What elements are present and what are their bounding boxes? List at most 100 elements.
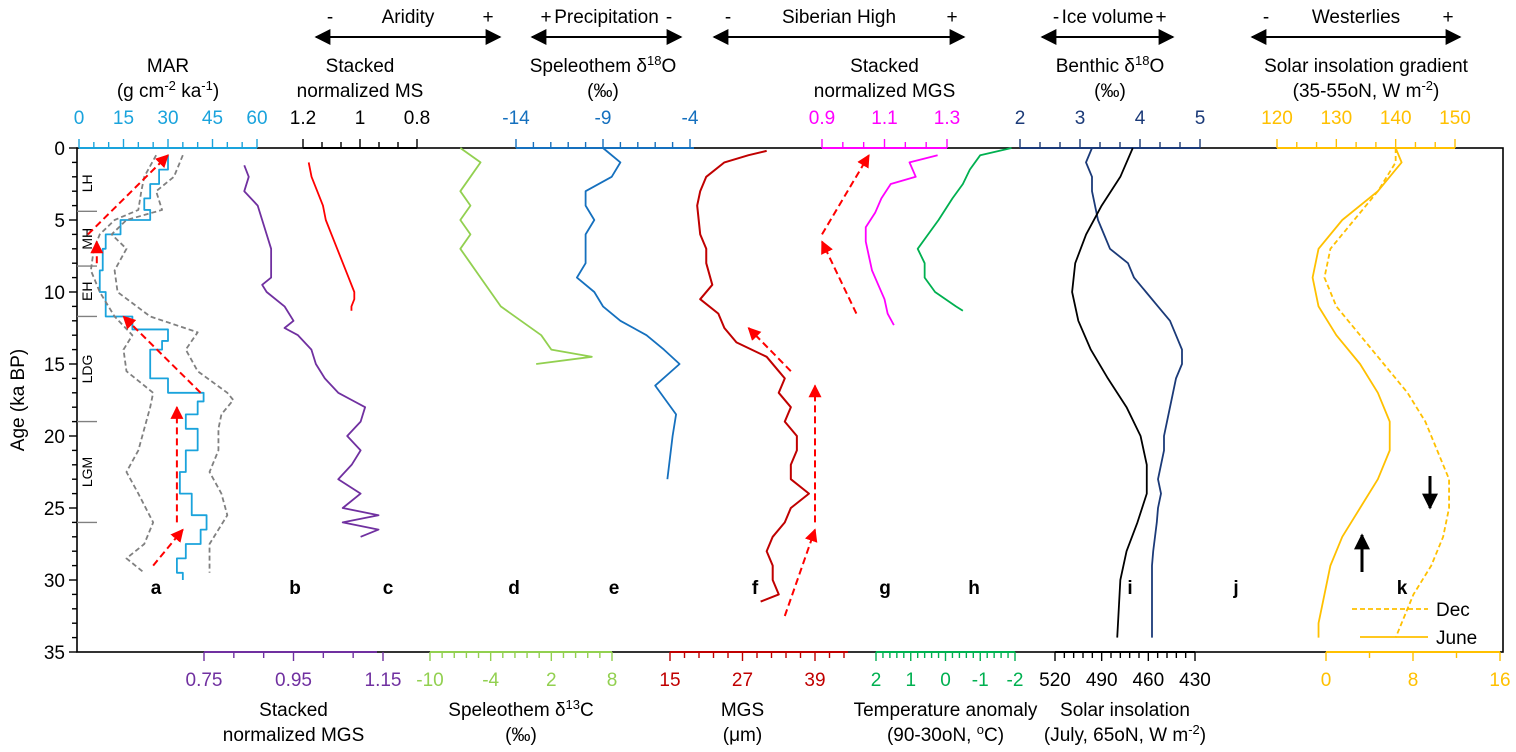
axis-tick-label-d18o_sp: -4 <box>682 108 699 129</box>
axis-tick-label-mar: 60 <box>246 108 267 129</box>
axis-tick-label-mgs_stack_g: 1.1 <box>871 108 897 129</box>
title-text: δ <box>555 700 566 721</box>
title-text: δ <box>636 56 647 77</box>
title-text: Stacked <box>259 700 328 721</box>
title-text: Stacked <box>850 56 919 77</box>
forcing-sign-left: - <box>327 7 333 28</box>
title-text: Speleothem <box>448 700 555 721</box>
title-text: normalized MGS <box>814 81 956 102</box>
forcing-label: Westerlies <box>1312 7 1400 28</box>
axis-tick-label-d18o_sp: -14 <box>502 108 530 129</box>
axis-tick-label-insol: 430 <box>1179 670 1211 691</box>
legend-label-dec: Dec <box>1436 600 1470 621</box>
axis-tick-label-mgs_stack_g: 1.3 <box>934 108 960 129</box>
axis-title-insol: Solar insolation <box>1060 700 1190 721</box>
y-tick-label: 25 <box>44 499 65 520</box>
superscript-text: -2 <box>164 78 176 93</box>
series-line-h-temperature-anomaly <box>916 147 1012 312</box>
forcing-sign-right: - <box>666 7 672 28</box>
forcing-label: Precipitation <box>554 7 659 28</box>
y-tick-label: 0 <box>54 139 65 160</box>
series-line-a-mar <box>98 155 208 580</box>
title-text: normalized MS <box>297 81 424 102</box>
title-text: (‰) <box>587 81 619 102</box>
axis-tick-label-gradient: 130 <box>1320 108 1352 129</box>
axis-tick-label-mgs: 27 <box>732 670 753 691</box>
axis-title-mgs: MGS <box>721 700 764 721</box>
axis-tick-label-mar: 30 <box>157 108 178 129</box>
axis-tick-label-ms: 1 <box>355 108 366 129</box>
series-line-c-stacked-normalized-ms <box>307 162 356 311</box>
y-tick-label: 20 <box>44 427 65 448</box>
y-tick-label: 10 <box>44 283 65 304</box>
superscript-text: o <box>977 722 984 737</box>
title-text: cm <box>139 81 164 102</box>
axis-tick-label-mgs: 15 <box>659 670 680 691</box>
forcing-sign-left: - <box>725 7 731 28</box>
axis-title-ms: Stacked <box>326 56 395 77</box>
series-line-g-stacked-normalized-mgs-g- <box>864 154 938 326</box>
trend-arrow <box>783 528 818 617</box>
trend-arrow <box>821 154 870 235</box>
panel-label-k: k <box>1397 578 1408 599</box>
axis-tick-label-season: 16 <box>1489 670 1510 691</box>
series-line-a-mar-lower-bound <box>89 154 157 574</box>
title-text: Speleothem <box>530 56 637 77</box>
axis-title-gradient: (35-55oN, W m-2​) <box>1293 78 1440 102</box>
title-text: (35-55oN, W <box>1293 81 1406 102</box>
axis-tick-label-d13c: 8 <box>607 670 618 691</box>
panel-label-i: i <box>1127 578 1132 599</box>
axis-title-mar: (g cm-2​ ka-1​) <box>117 78 219 102</box>
axis-title-mar: MAR <box>147 56 189 77</box>
title-text: C <box>580 700 594 721</box>
y-tick-label: 5 <box>54 211 65 232</box>
series-line-d-speleothem-13c <box>459 147 593 365</box>
period-label: LGM <box>79 457 95 487</box>
axis-tick-label-season: 0 <box>1321 670 1332 691</box>
superscript-text: 18 <box>647 53 661 68</box>
axis-tick-label-benthic: 2 <box>1015 108 1026 129</box>
axis-title-mgs_stack_g: normalized MGS <box>814 81 956 102</box>
panel-label-c: c <box>383 578 394 599</box>
forcing-sign-left: - <box>1053 7 1059 28</box>
axis-tick-label-d13c: 2 <box>546 670 557 691</box>
axis-tick-label-temp: -1 <box>972 670 989 691</box>
axis-title-gradient: Solar insolation gradient <box>1264 56 1469 77</box>
axis-tick-label-mgs_stack_b: 0.75 <box>186 670 223 691</box>
title-text: Solar insolation gradient <box>1264 56 1469 77</box>
trend-arrow <box>747 327 792 372</box>
y-tick-label: 15 <box>44 355 65 376</box>
axis-title-d18o_sp: (‰) <box>587 81 619 102</box>
panel-label-b: b <box>289 578 301 599</box>
axis-title-benthic: Benthic δ18​O <box>1056 53 1164 77</box>
series-line-b-stacked-normalized-mgs <box>243 164 380 538</box>
axis-tick-label-season: 8 <box>1408 670 1419 691</box>
axis-title-mgs_stack_g: Stacked <box>850 56 919 77</box>
forcing-label: Siberian High <box>782 7 896 28</box>
axis-title-ms: normalized MS <box>297 81 424 102</box>
axis-title-mgs_stack_b: normalized MGS <box>223 725 365 746</box>
title-text: O <box>661 56 676 77</box>
series-line-f-mgs <box>696 149 810 603</box>
panel-label-d: d <box>508 578 520 599</box>
axis-tick-label-ms: 0.8 <box>404 108 430 129</box>
title-text: MAR <box>147 56 189 77</box>
axis-tick-label-gradient: 120 <box>1261 108 1293 129</box>
axis-tick-label-temp: 1 <box>905 670 916 691</box>
panel-label-g: g <box>879 578 891 599</box>
axis-title-mgs_stack_b: Stacked <box>259 700 328 721</box>
forcing-sign-right: + <box>482 7 493 28</box>
trend-arrow <box>87 154 169 236</box>
superscript-text: -2 <box>1188 722 1200 737</box>
title-text: ) <box>1200 725 1206 746</box>
title-text: m <box>1406 81 1422 102</box>
axis-tick-label-d18o_sp: -9 <box>595 108 612 129</box>
title-text: Temperature anomaly <box>854 700 1038 721</box>
panel-label-f: f <box>752 578 759 599</box>
legend-label-june: June <box>1436 628 1477 649</box>
title-text: m <box>1172 725 1188 746</box>
series-line-i-benthic-18o <box>1085 147 1183 638</box>
y-tick-label: 35 <box>44 643 65 664</box>
axis-title-d13c: (‰) <box>505 725 537 746</box>
period-label: EH <box>79 282 95 301</box>
